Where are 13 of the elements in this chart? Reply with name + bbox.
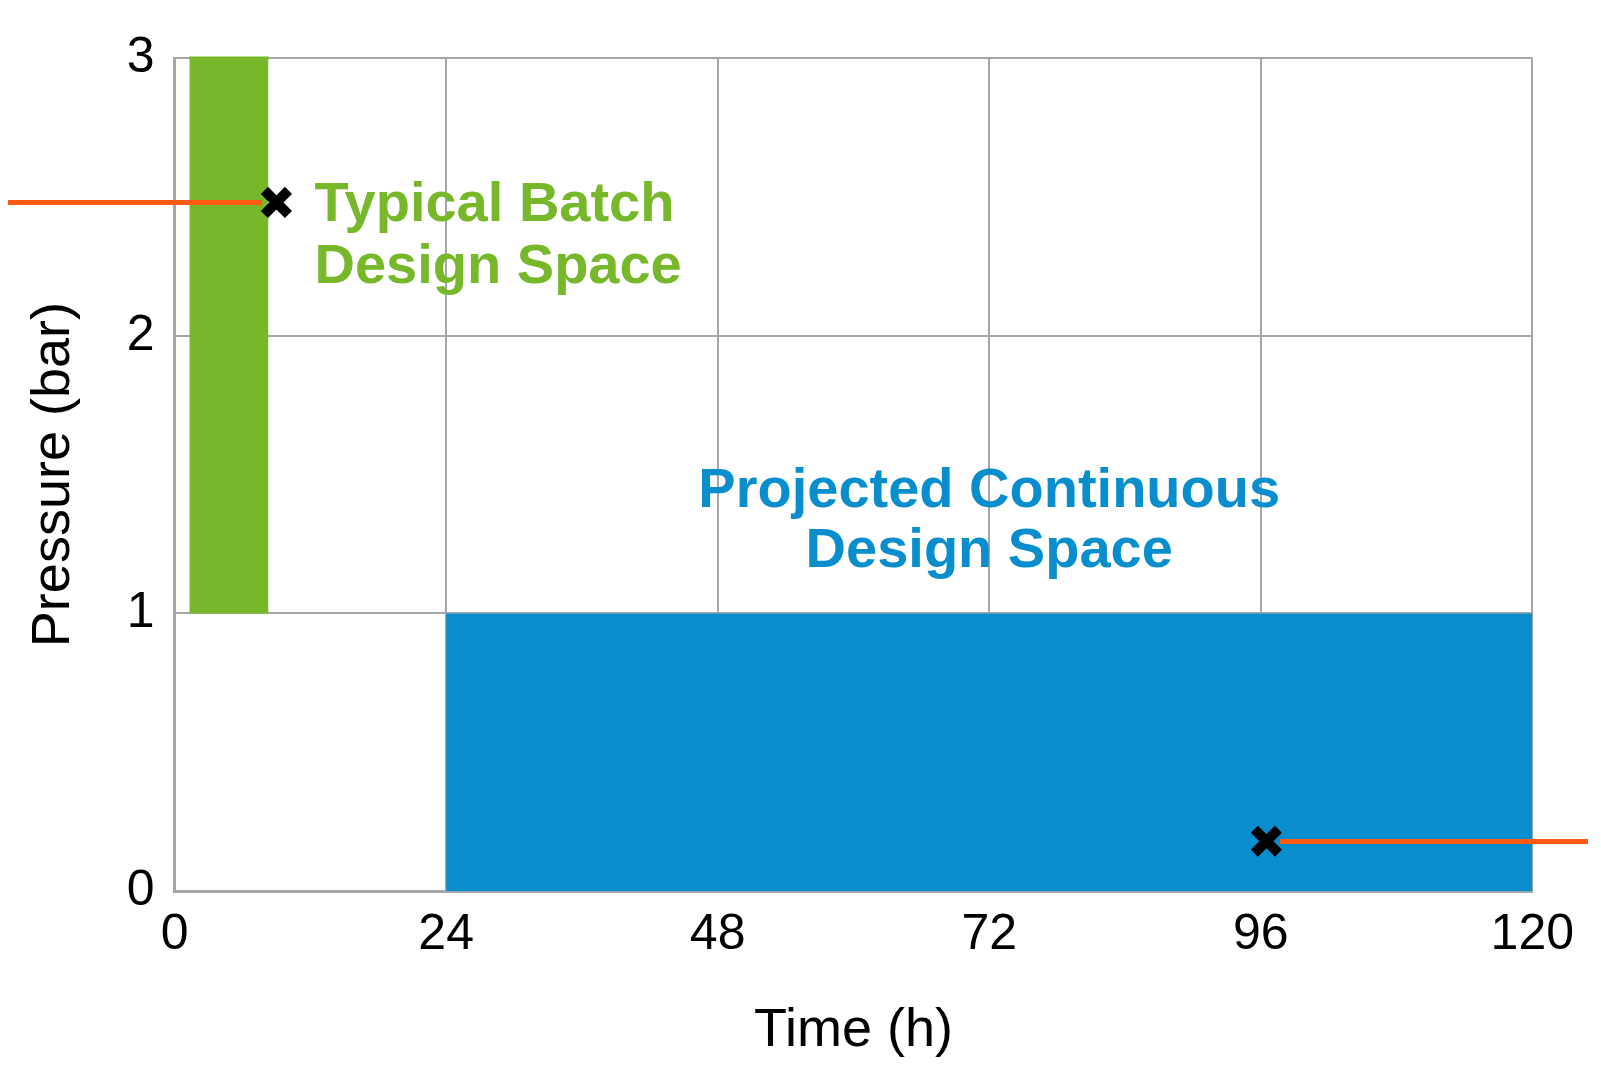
y-tick-label: 2 xyxy=(126,304,155,361)
y-axis-title: Pressure (bar) xyxy=(20,302,81,648)
x-tick-label: 24 xyxy=(418,903,474,960)
x-tick-label: 72 xyxy=(961,903,1018,960)
x-tick-label: 96 xyxy=(1232,903,1289,960)
y-tick-label: 3 xyxy=(126,26,155,83)
text: Typical Batch Design Space xyxy=(314,170,682,296)
x-tick-label: 120 xyxy=(1490,903,1575,960)
y-tick-label: 0 xyxy=(126,859,155,916)
x-axis-title: Time (h) xyxy=(753,997,953,1058)
x-tick-label: 48 xyxy=(689,903,746,960)
series-label: Projected Continuous Design Space xyxy=(698,455,1281,579)
y-tick-label: 1 xyxy=(126,582,155,639)
